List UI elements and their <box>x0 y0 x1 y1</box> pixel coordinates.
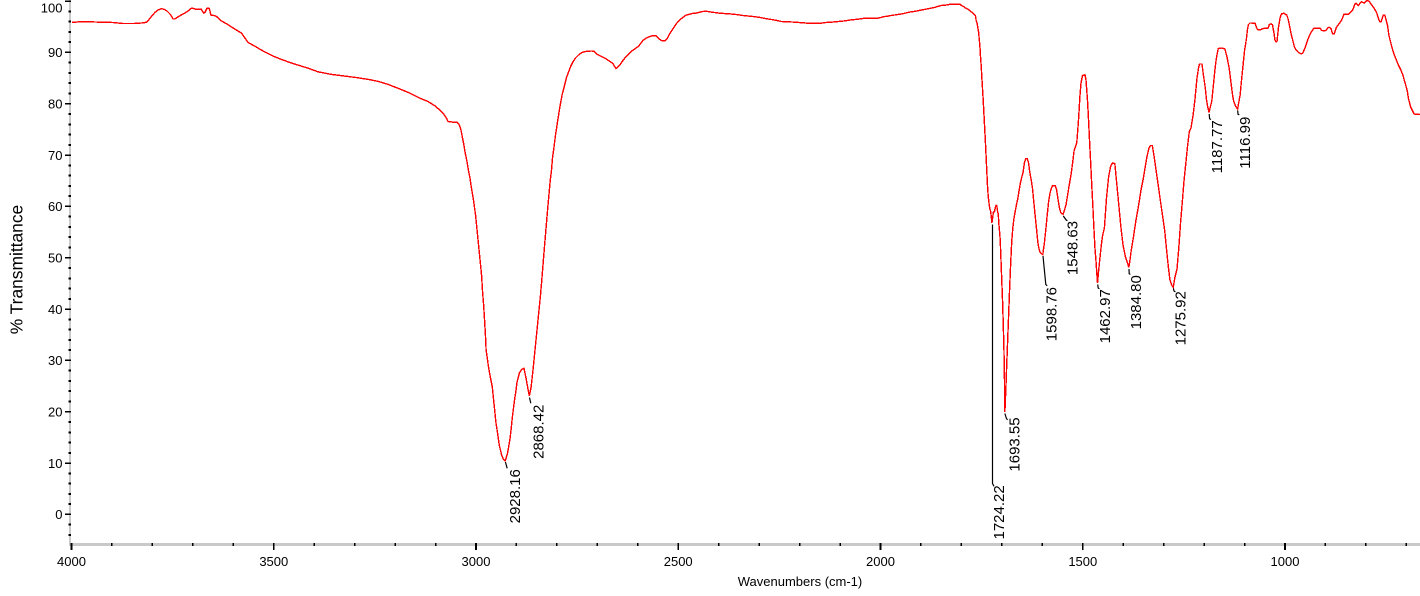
svg-text:1187.77: 1187.77 <box>1209 120 1226 173</box>
svg-text:1462.97: 1462.97 <box>1097 289 1114 343</box>
svg-text:20: 20 <box>48 404 62 419</box>
svg-text:90: 90 <box>48 45 62 60</box>
svg-text:2000: 2000 <box>866 554 895 569</box>
svg-text:1598.76: 1598.76 <box>1044 287 1061 341</box>
svg-text:70: 70 <box>48 148 62 163</box>
svg-text:30: 30 <box>48 353 62 368</box>
svg-text:% Transmittance: % Transmittance <box>6 205 26 335</box>
svg-text:1116.99: 1116.99 <box>1237 117 1254 169</box>
svg-text:1724.22: 1724.22 <box>991 485 1008 539</box>
svg-text:3500: 3500 <box>259 554 288 569</box>
svg-text:0: 0 <box>55 507 62 522</box>
svg-text:2868.42: 2868.42 <box>531 405 548 459</box>
svg-text:50: 50 <box>48 250 62 265</box>
svg-text:4000: 4000 <box>57 554 86 569</box>
svg-text:Wavenumbers (cm-1): Wavenumbers (cm-1) <box>738 574 862 589</box>
svg-text:80: 80 <box>48 96 62 111</box>
svg-text:40: 40 <box>48 302 62 317</box>
svg-text:2500: 2500 <box>664 554 693 569</box>
svg-text:1000: 1000 <box>1271 554 1300 569</box>
svg-text:1275.92: 1275.92 <box>1173 291 1190 345</box>
svg-text:60: 60 <box>48 199 62 214</box>
svg-text:1384.80: 1384.80 <box>1128 275 1145 329</box>
svg-text:2928.16: 2928.16 <box>507 469 524 523</box>
svg-text:1500: 1500 <box>1068 554 1097 569</box>
svg-text:3000: 3000 <box>462 554 491 569</box>
svg-text:10: 10 <box>48 456 62 471</box>
svg-text:1693.55: 1693.55 <box>1006 417 1023 471</box>
svg-text:100: 100 <box>41 1 63 16</box>
svg-text:1548.63: 1548.63 <box>1065 221 1082 275</box>
